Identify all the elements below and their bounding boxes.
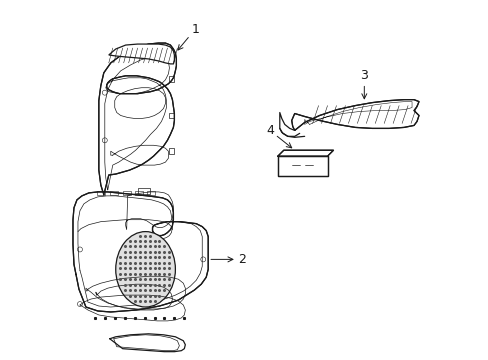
Text: 2: 2 xyxy=(210,253,245,266)
Bar xyxy=(146,191,154,195)
Polygon shape xyxy=(99,43,176,195)
Text: 1: 1 xyxy=(178,23,199,50)
Polygon shape xyxy=(277,156,327,176)
Text: 3: 3 xyxy=(360,69,367,99)
Polygon shape xyxy=(291,100,418,130)
Bar xyxy=(137,188,149,194)
Text: 4: 4 xyxy=(265,124,291,148)
Bar xyxy=(169,76,174,82)
Bar xyxy=(169,148,174,154)
Polygon shape xyxy=(73,192,208,312)
Bar xyxy=(134,191,142,195)
Bar xyxy=(109,191,118,195)
Bar xyxy=(97,191,104,195)
Bar xyxy=(169,113,174,118)
Bar xyxy=(122,191,130,195)
Polygon shape xyxy=(108,44,174,64)
Ellipse shape xyxy=(116,231,175,307)
Polygon shape xyxy=(277,150,333,156)
